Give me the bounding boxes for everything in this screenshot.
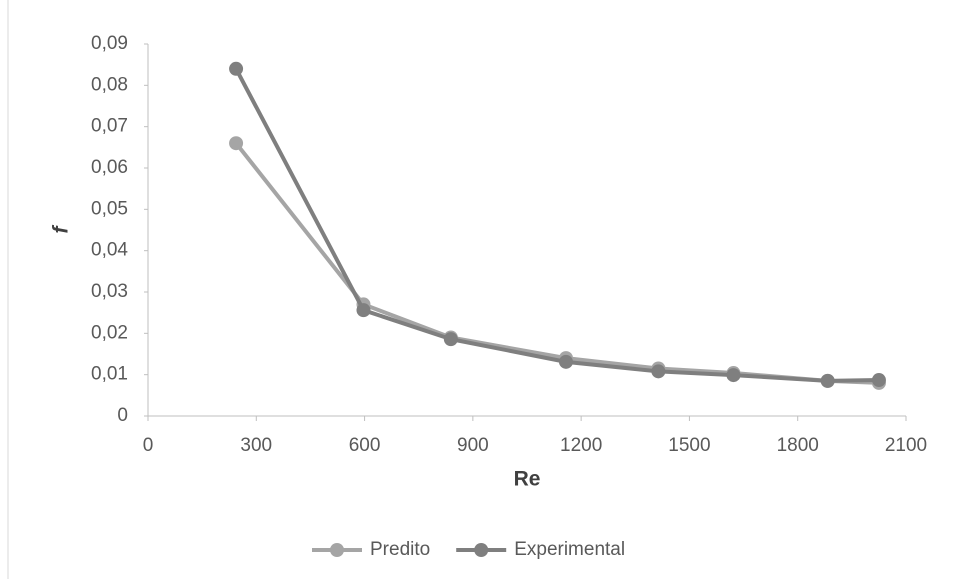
legend-label: Predito (370, 539, 430, 560)
y-tick-label: 0,08 (91, 74, 128, 95)
data-point (651, 364, 666, 379)
y-tick-label: 0 (117, 405, 128, 426)
y-tick-label: 0,03 (91, 281, 128, 302)
legend-marker (330, 543, 344, 557)
series-line (234, 141, 880, 385)
data-point (356, 303, 371, 318)
y-tick-label: 0,04 (91, 240, 128, 261)
y-tick-label: 0,07 (91, 116, 128, 137)
x-tick-label: 900 (457, 435, 489, 456)
data-point (443, 332, 458, 347)
x-tick-label: 2100 (885, 435, 927, 456)
data-point (820, 373, 835, 388)
y-axis-title: f (50, 225, 73, 234)
x-tick-label: 0 (143, 435, 154, 456)
legend-label: Experimental (514, 539, 625, 560)
x-tick-label: 1200 (560, 435, 602, 456)
x-tick-label: 1800 (777, 435, 819, 456)
data-point (871, 373, 886, 388)
y-tick-label: 0,01 (91, 364, 128, 385)
data-point (229, 61, 244, 76)
data-point (558, 354, 573, 369)
data-point (726, 368, 741, 383)
legend-marker (474, 543, 489, 557)
x-axis-title: Re (514, 468, 541, 491)
data-point (229, 136, 244, 151)
x-tick-label: 600 (349, 435, 381, 456)
y-tick-label: 0,09 (91, 33, 128, 54)
y-tick-label: 0,06 (91, 157, 128, 178)
y-tick-label: 0,05 (91, 198, 128, 219)
x-tick-label: 1500 (668, 435, 710, 456)
series-line (234, 67, 879, 383)
x-tick-label: 300 (240, 435, 272, 456)
y-tick-label: 0,02 (91, 322, 128, 343)
